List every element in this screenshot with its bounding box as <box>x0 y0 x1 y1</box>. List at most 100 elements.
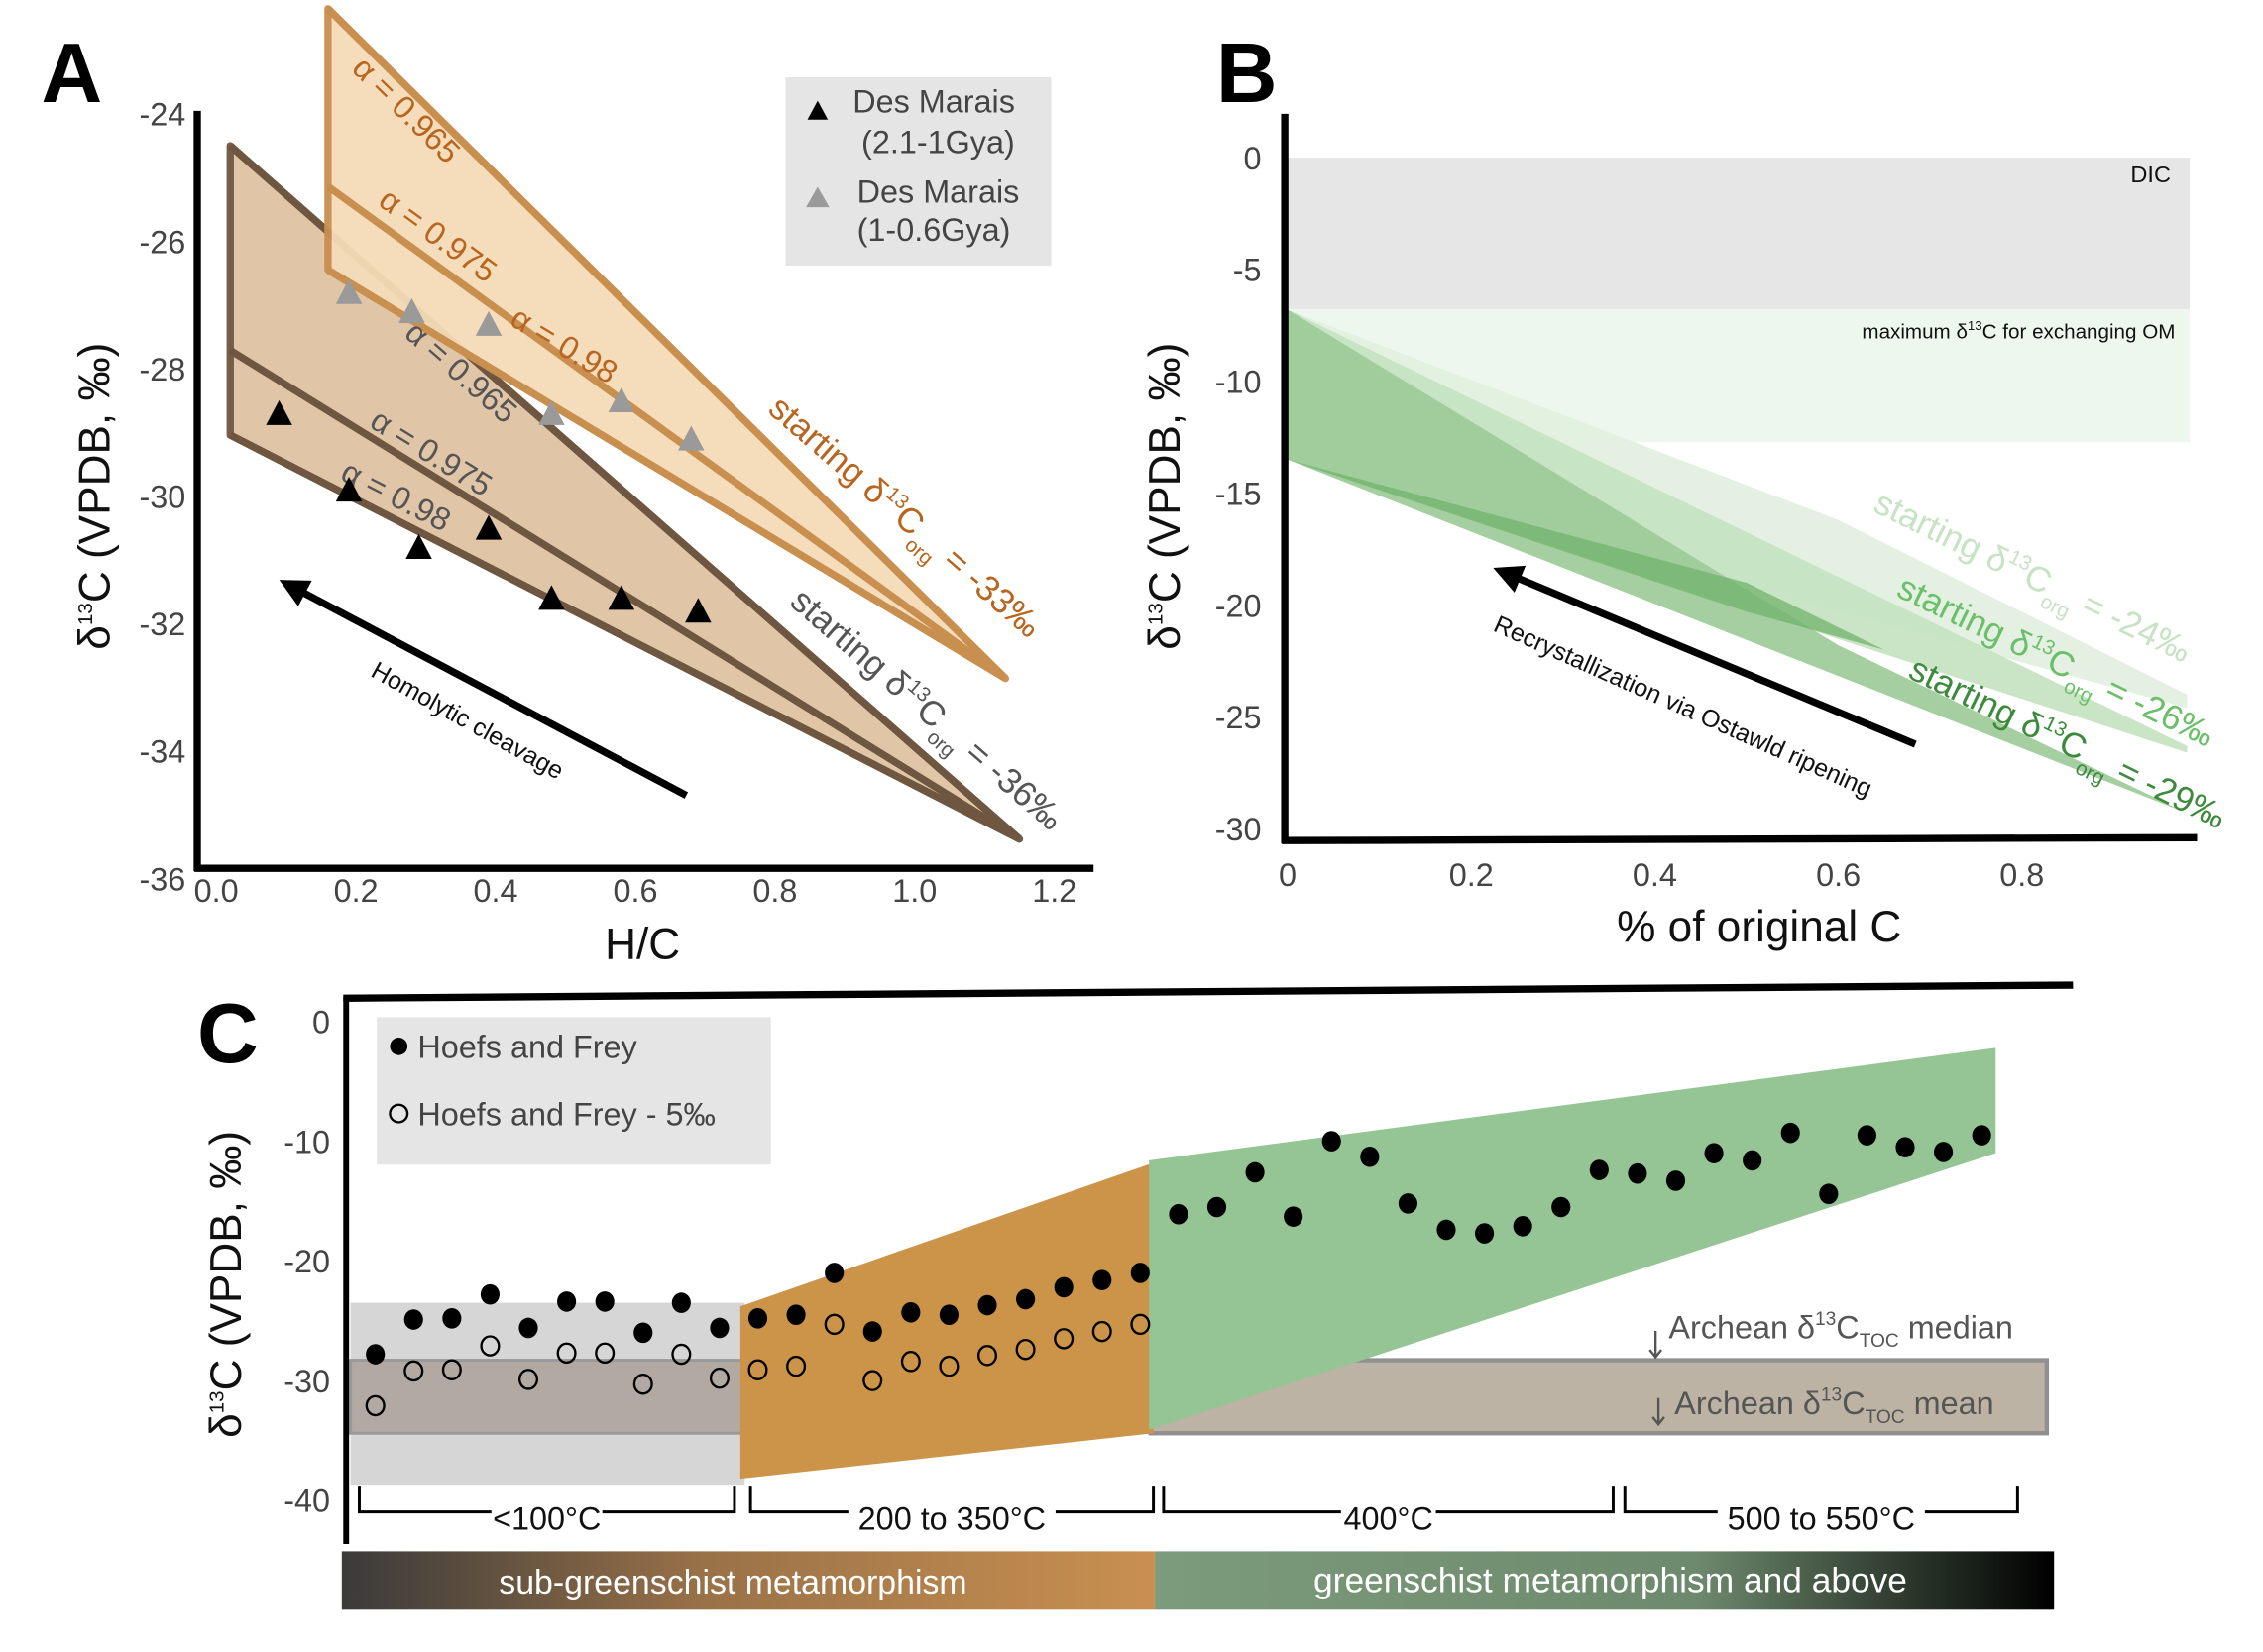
data-point-filled-circle <box>1436 1219 1456 1241</box>
panel-letter-b: B <box>1216 27 1278 121</box>
legend-marker-filled-circle <box>390 1038 408 1055</box>
model-area--24 <box>1288 309 2188 709</box>
x-tick-label: 0.2 <box>334 873 379 909</box>
x-tick-label: 1.0 <box>892 873 937 909</box>
data-point-filled-circle <box>1895 1137 1915 1157</box>
alpha-line <box>326 267 1008 682</box>
data-point-filled-circle <box>1628 1162 1647 1184</box>
temperature-range-label: 500 to 550°C <box>1728 1500 1915 1536</box>
data-point-black-triangle <box>266 399 292 425</box>
data-point-gray-triangle <box>538 399 565 425</box>
x-tick-label: 0.4 <box>1633 857 1677 893</box>
top-border-c <box>343 981 2074 1002</box>
data-point-filled-circle <box>1972 1125 1991 1146</box>
x-tick-label: 0.8 <box>1999 857 2044 893</box>
temperature-range-label: 200 to 350°C <box>858 1500 1046 1536</box>
data-point-open-circle <box>480 1335 501 1357</box>
data-point-filled-circle <box>403 1309 423 1330</box>
y-tick-label: -10 <box>283 1124 330 1159</box>
y-axis-title-c: δ13C (VPDB, ‰) <box>202 1131 251 1438</box>
data-point-filled-circle <box>1780 1122 1800 1144</box>
temperature-range-label: <100°C <box>493 1500 601 1536</box>
green-wedge <box>1149 1047 1996 1430</box>
data-point-filled-circle <box>1130 1263 1150 1283</box>
y-tick-label: 0 <box>312 1005 330 1041</box>
data-point-filled-circle <box>939 1304 959 1325</box>
x-tick-label: 0.6 <box>613 873 657 909</box>
y-tick-label: -40 <box>283 1484 330 1519</box>
x-tick-label: 0.6 <box>1816 857 1861 893</box>
data-point-gray-triangle <box>475 310 503 336</box>
greenschist-bar <box>1155 1551 2055 1610</box>
data-point-open-circle <box>671 1343 692 1366</box>
panel-letter-c: C <box>197 987 259 1081</box>
data-point-open-circle <box>403 1360 424 1382</box>
data-point-open-circle <box>1130 1313 1151 1336</box>
y-tick-label: -30 <box>1215 812 1262 847</box>
data-point-open-circle <box>900 1351 921 1373</box>
bracket-label-bg <box>491 1491 603 1533</box>
data-point-open-circle <box>632 1373 653 1395</box>
data-point-filled-circle <box>1206 1196 1227 1218</box>
data-point-filled-circle <box>1819 1183 1839 1205</box>
legend-marker-open-circle <box>389 1103 409 1124</box>
data-point-filled-circle <box>1933 1142 1954 1162</box>
data-point-filled-circle <box>595 1291 615 1312</box>
x-tick-label: 0.4 <box>474 873 518 909</box>
data-point-black-triangle <box>608 585 635 610</box>
x-axis-b <box>1282 833 2198 844</box>
data-point-filled-circle <box>1665 1170 1686 1191</box>
legend-a <box>785 77 1052 267</box>
data-point-filled-circle <box>480 1283 501 1305</box>
model-overlap-area <box>1288 459 1884 650</box>
data-point-filled-circle <box>633 1322 653 1344</box>
data-point-open-circle <box>518 1369 539 1390</box>
legend-entry-1-line1: Des Marais <box>852 83 1015 119</box>
legend-marker-gray-triangle <box>806 186 830 208</box>
y-tick-label: -25 <box>1215 700 1262 735</box>
data-point-filled-circle <box>1704 1143 1724 1163</box>
x-tick-label: 1.2 <box>1032 873 1076 909</box>
archean-mean-label: Archean δ13CTOC mean <box>1674 1385 1993 1428</box>
data-point-filled-circle <box>1398 1193 1417 1214</box>
y-tick-label: -20 <box>1215 588 1262 623</box>
data-point-filled-circle <box>901 1301 921 1323</box>
alpha-line <box>228 431 1022 842</box>
y-tick-label: -34 <box>139 734 185 770</box>
data-point-filled-circle <box>1245 1161 1265 1183</box>
data-point-black-triangle <box>405 533 432 559</box>
data-point-filled-circle <box>977 1294 997 1316</box>
dic-band <box>1288 158 2191 310</box>
alpha-line <box>325 183 1008 682</box>
y-tick-label: -32 <box>139 606 185 642</box>
panel-b: B DIC maximum δ13C for exchanging OM Rec… <box>1141 27 2232 951</box>
data-point-filled-circle <box>1475 1223 1495 1244</box>
data-point-gray-triangle <box>608 387 635 413</box>
y-tick-label: -10 <box>1215 365 1262 400</box>
model-area--26 <box>1288 309 2188 753</box>
y-tick-label: -36 <box>139 861 185 897</box>
temperature-range-label: 400°C <box>1344 1500 1433 1536</box>
y-tick-label: -20 <box>283 1244 330 1279</box>
data-point-open-circle <box>709 1367 730 1389</box>
data-point-filled-circle <box>786 1304 806 1325</box>
data-point-filled-circle <box>1743 1150 1762 1171</box>
data-point-filled-circle <box>1513 1216 1532 1237</box>
data-point-filled-circle <box>862 1321 882 1342</box>
y-tick-label: -24 <box>139 97 185 133</box>
median-arrow-icon <box>1648 1331 1662 1360</box>
data-point-open-circle <box>1054 1328 1075 1350</box>
data-point-open-circle <box>1015 1338 1036 1361</box>
legend-entry-hoefs-frey: Hoefs and Frey <box>417 1030 637 1065</box>
legend-entry-hoefs-frey-minus5: Hoefs and Frey - 5‰ <box>417 1096 715 1132</box>
panel-letter-a: A <box>41 27 102 121</box>
data-point-filled-circle <box>557 1291 577 1312</box>
data-point-open-circle <box>862 1370 883 1391</box>
data-point-filled-circle <box>518 1317 538 1339</box>
data-point-filled-circle <box>1321 1131 1341 1152</box>
y-tick-label: 0 <box>1244 141 1262 176</box>
data-point-filled-circle <box>1551 1196 1571 1218</box>
mean-arrow-icon <box>1651 1397 1665 1427</box>
data-point-open-circle <box>939 1355 960 1377</box>
